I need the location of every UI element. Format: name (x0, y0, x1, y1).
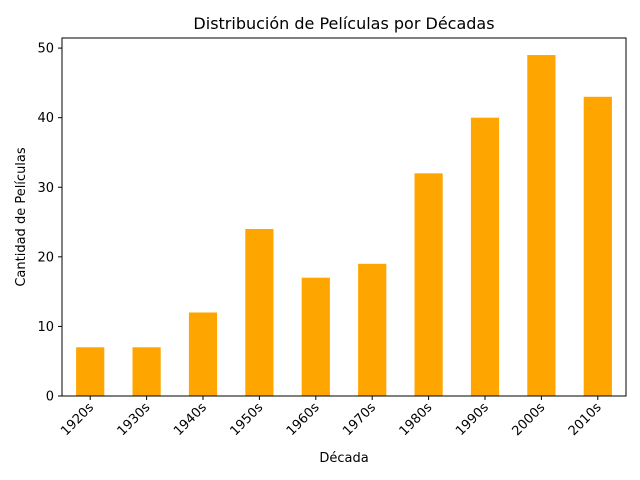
x-axis-label: Década (319, 451, 368, 466)
bar-1990s (470, 117, 500, 397)
bar-1970s (358, 263, 387, 396)
bar-1940s (188, 312, 218, 396)
bar-1920s (76, 347, 105, 396)
bar-2000s (527, 55, 556, 397)
bar-1930s (132, 347, 161, 396)
y-axis: 0 10 20 30 40 50 (37, 42, 62, 405)
bar-1960s (301, 277, 330, 396)
y-tick-label: 0 (46, 390, 54, 405)
plot-frame (61, 37, 627, 397)
y-tick-label: 30 (37, 181, 54, 196)
y-axis-label: Cantidad de Películas (14, 147, 29, 287)
bar-2010s (583, 96, 612, 397)
y-tick-label: 50 (37, 42, 54, 57)
y-tick-label: 40 (37, 111, 54, 126)
y-tick-label: 10 (37, 320, 54, 335)
bar-1950s (245, 229, 274, 396)
chart-title: Distribución de Películas por Décadas (193, 14, 494, 33)
bars-group (76, 55, 612, 397)
y-tick-label: 20 (37, 250, 54, 265)
bar-1980s (414, 173, 443, 396)
